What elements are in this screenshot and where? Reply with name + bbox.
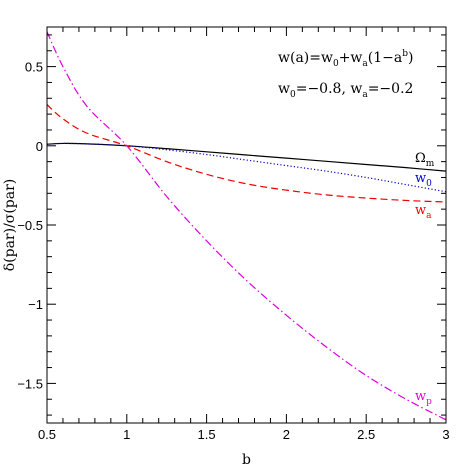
y-tick-label: −1 [28, 297, 43, 312]
model-annotation: w(a)=w0+wa(1−ab) [278, 49, 413, 69]
x-tick-label: 1 [123, 427, 130, 442]
series-label-omega-m: Ωm [415, 151, 435, 169]
x-tick-label: 2.5 [357, 427, 375, 442]
y-tick-label: −0.5 [17, 218, 43, 233]
x-tick-label: 3 [442, 427, 449, 442]
series-line-3 [46, 31, 447, 421]
series-label-wa: wa [415, 203, 432, 221]
axis-ticks [46, 27, 447, 423]
series-lines [46, 31, 447, 421]
series-line-2 [46, 104, 447, 203]
y-axis-label: δ(par)/σ(par) [2, 179, 18, 272]
params-annotation: w0=−0.8, wa=−0.2 [278, 81, 413, 100]
x-tick-label: 0.5 [38, 427, 56, 442]
x-tick-label: 1.5 [198, 427, 216, 442]
series-line-0 [46, 142, 447, 172]
y-tick-label: 0.5 [25, 60, 43, 75]
x-tick-label: 2 [283, 427, 290, 442]
x-axis-label: b [242, 452, 251, 468]
y-tick-label: 0 [36, 139, 43, 154]
series-label-wp: wp [415, 389, 432, 407]
series-line-1 [46, 142, 447, 193]
series-label-w0: w0 [415, 171, 432, 189]
tick-labels: 0.5 1 1.5 2 2.5 3 −1.5 −1 −0.5 0 0.5 [17, 60, 449, 442]
y-tick-label: −1.5 [17, 376, 43, 391]
